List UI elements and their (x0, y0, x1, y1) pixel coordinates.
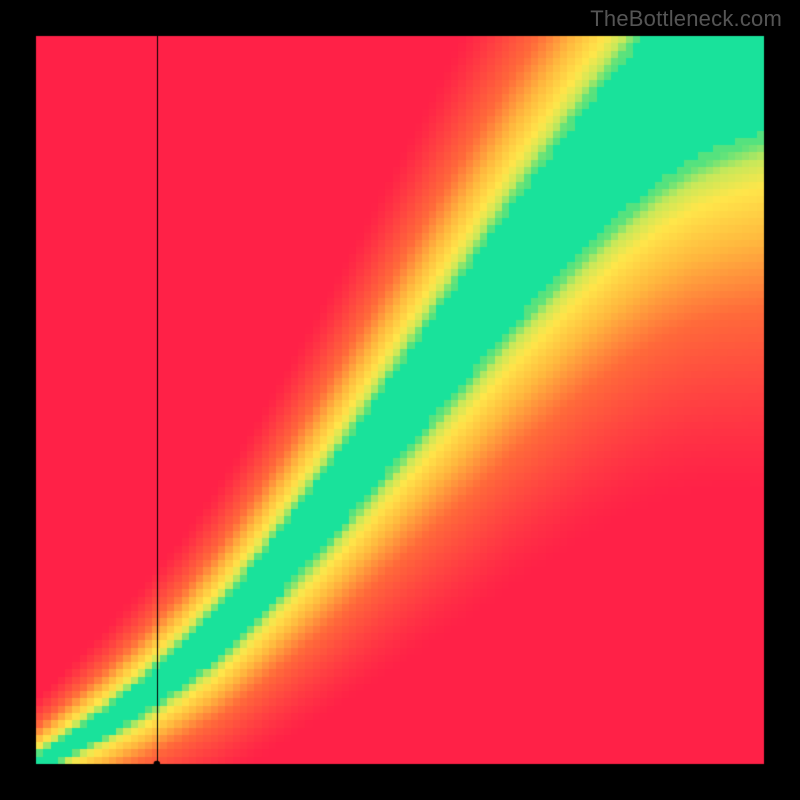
watermark-text: TheBottleneck.com (590, 6, 782, 32)
chart-container: TheBottleneck.com (0, 0, 800, 800)
bottleneck-heatmap (0, 0, 800, 800)
